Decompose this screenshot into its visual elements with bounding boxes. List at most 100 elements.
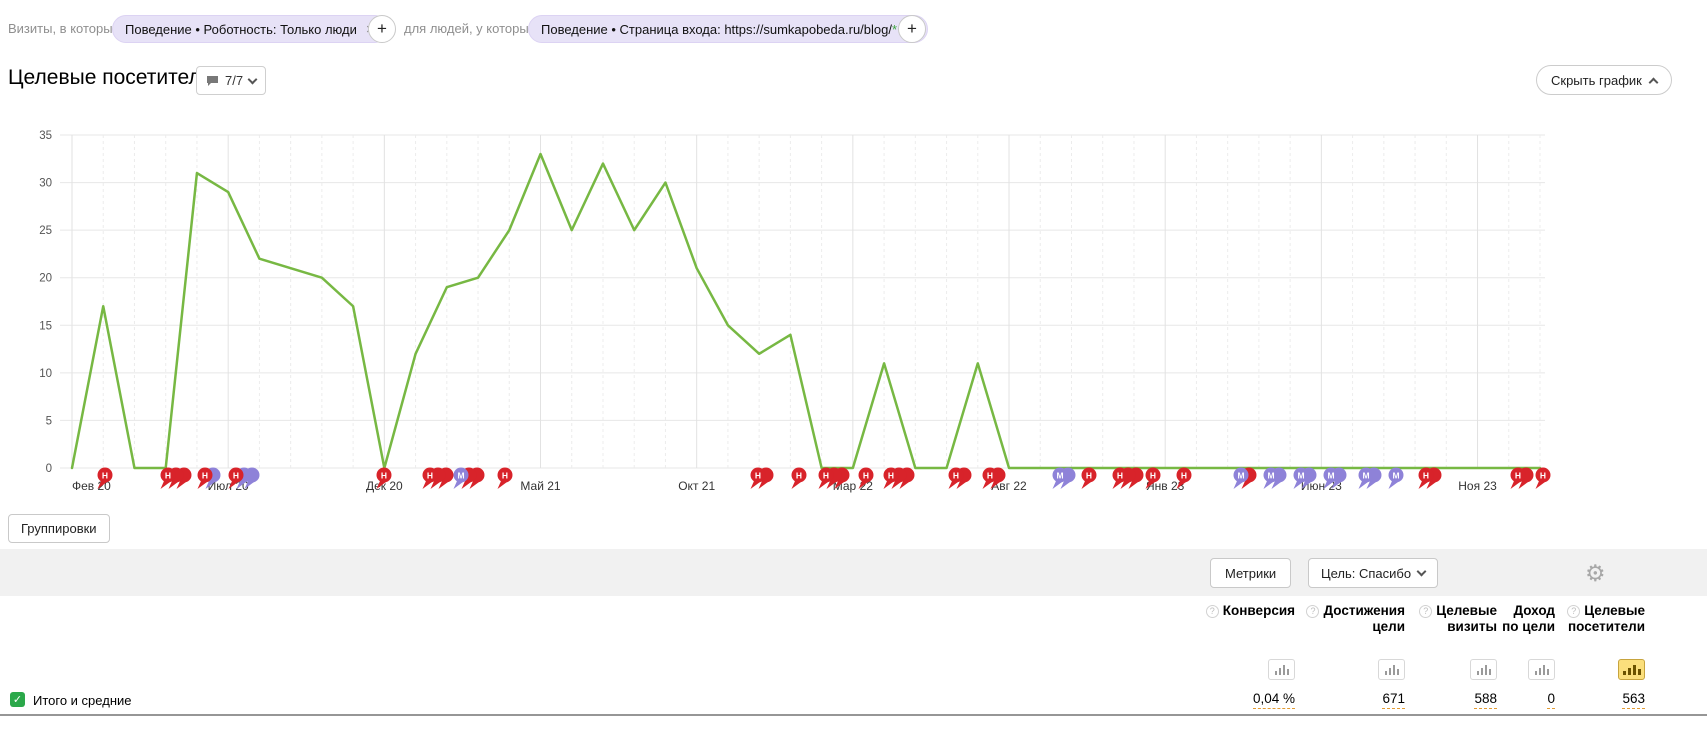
column-header-conversion[interactable]: ? Конверсия [1160,603,1295,619]
annotation-marker[interactable]: Н [1510,467,1534,490]
annotation-marker[interactable]: Н [858,467,874,490]
total-goal-revenue: 0 [1547,691,1555,709]
x-axis-tick-label: Авг 22 [991,479,1027,493]
column-header-label: Конверсия [1222,603,1295,618]
table-toolbar [0,549,1707,596]
annotation-letter: Н [953,471,959,481]
annotation-letter: Н [1423,471,1429,481]
annotation-marker[interactable]: М [1293,467,1317,490]
totals-row-label: Итого и средние [33,693,132,708]
help-icon[interactable]: ? [1567,604,1581,618]
annotation-marker[interactable]: Н [1112,467,1144,490]
annotation-marker[interactable]: Н [1081,467,1097,490]
x-axis-tick-label: Дек 20 [366,479,403,493]
annotation-marker[interactable]: Н [791,467,807,490]
x-axis-tick-label: Июл 20 [208,479,249,493]
annotation-letter: Н [102,471,108,481]
totals-row-checkbox[interactable]: ✓ [10,692,25,707]
add-visit-filter-button[interactable]: + [368,15,396,43]
page-title: Целевые посетители [8,66,213,89]
total-value-link[interactable]: 671 [1382,691,1405,709]
comments-count: 7/7 [225,73,244,88]
annotation-letter: Н [888,471,894,481]
y-axis-tick-label: 20 [39,273,52,285]
total-value-link[interactable]: 588 [1474,691,1497,709]
annotation-letter: Н [1515,471,1521,481]
annotation-letter: М [1327,471,1334,481]
annotation-letter: Н [1540,471,1546,481]
annotation-marker[interactable]: Н [197,467,221,490]
metric-chart-toggle-goal-visits[interactable] [1470,659,1497,680]
comments-dropdown[interactable]: 7/7 [196,66,267,95]
annotation-marker[interactable]: М [1323,467,1347,490]
annotation-marker[interactable]: Н [982,467,1006,490]
x-axis-tick-label: Янв 23 [1146,479,1185,493]
gear-icon[interactable]: ⚙ [1585,560,1606,586]
people-filter-label: для людей, у которых [404,21,536,36]
help-icon[interactable]: ? [1419,604,1433,618]
annotation-marker[interactable]: Н [1418,467,1442,490]
annotation-marker[interactable]: М [1233,467,1257,490]
annotation-letter: Н [1117,471,1123,481]
hide-chart-button[interactable]: Скрыть график [1536,65,1672,95]
annotation-marker[interactable]: Н [497,467,513,490]
total-conversion: 0,04 % [1252,691,1295,709]
metrics-button[interactable]: Метрики [1210,558,1292,588]
goal-select-dropdown[interactable]: Цель: Спасибо [1308,558,1439,588]
annotation-marker[interactable]: Н [376,467,392,490]
goal-select-label: Цель: Спасибо [1321,565,1412,581]
y-axis-tick-label: 30 [39,178,52,190]
groupings-button[interactable]: Группировки [8,514,110,543]
annotation-marker[interactable]: Н [422,467,454,490]
annotation-marker[interactable]: М [1388,467,1404,490]
annotation-marker[interactable]: Н [228,467,260,490]
help-icon[interactable]: ? [1205,604,1219,618]
annotation-letter: М [1237,471,1244,481]
annotation-letter: М [457,471,464,481]
y-axis-tick-label: 15 [39,320,52,332]
comment-bubble-icon [207,75,218,86]
column-header-goal-completions[interactable]: ? Достижения цели [1290,603,1405,635]
chevron-down-icon [1416,566,1427,577]
filter-chip-robots[interactable]: Поведение • Роботность: Только люди × [112,15,388,43]
column-header-goal-revenue[interactable]: Доход по цели [1497,603,1555,635]
metric-chart-toggle-goal-completions[interactable] [1378,659,1405,680]
annotation-letter: Н [202,471,208,481]
annotation-letter: М [1362,471,1369,481]
total-value-link[interactable]: 0,04 % [1252,691,1295,709]
annotation-marker[interactable]: Н [1535,467,1551,490]
annotation-marker[interactable]: М [1052,467,1076,490]
metric-chart-toggle-conversion[interactable] [1268,659,1295,680]
add-people-filter-button[interactable]: + [898,15,926,43]
annotation-marker[interactable]: Н [1145,467,1161,490]
column-header-goal-visitors[interactable]: ? Целевые посетители [1540,603,1645,635]
annotation-marker[interactable]: Н [160,467,192,490]
filter-chip-landing-page[interactable]: Поведение • Страница входа: https://sumk… [528,15,928,43]
metric-chart-toggle-goal-visitors[interactable] [1618,659,1645,680]
help-icon[interactable]: ? [1306,604,1320,618]
metric-chart-toggle-goal-revenue[interactable] [1528,659,1555,680]
table-bottom-border [0,714,1707,716]
annotation-marker[interactable]: М [1358,467,1382,490]
annotation-marker[interactable]: Н [883,467,915,490]
annotation-letter: Н [796,471,802,481]
column-header-goal-visits[interactable]: ? Целевые визиты [1405,603,1497,635]
annotation-marker[interactable]: Н [750,467,774,490]
total-value-link[interactable]: 0 [1547,691,1555,709]
x-axis-tick-label: Май 21 [520,479,561,493]
annotation-marker[interactable]: М [1263,467,1287,490]
annotation-marker[interactable]: Н [948,467,972,490]
annotation-letter: Н [987,471,993,481]
annotation-marker[interactable]: Н [818,467,850,490]
annotation-marker[interactable]: Н [97,467,113,490]
annotation-letter: Н [165,471,171,481]
y-axis-tick-label: 35 [39,130,52,142]
annotation-marker[interactable]: М [453,467,485,490]
column-header-label: Доход по цели [1502,603,1555,634]
target-visitors-line [70,152,1542,470]
column-header-label: Целевые визиты [1436,603,1497,634]
chevron-down-icon [247,74,258,84]
annotation-marker[interactable]: Н [1176,467,1192,490]
total-goal-visitors: 563 [1622,691,1645,709]
total-value-link[interactable]: 563 [1622,691,1645,709]
